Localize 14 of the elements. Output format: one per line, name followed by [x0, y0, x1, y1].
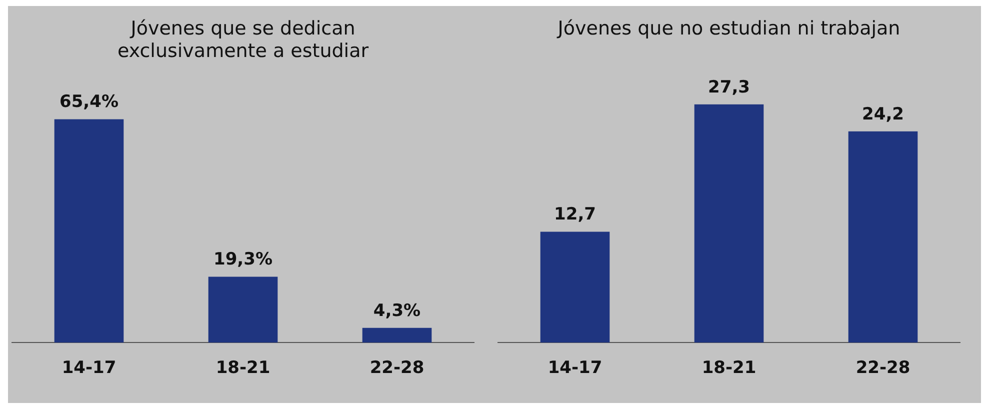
data-label: 24,2: [862, 104, 904, 124]
x-tick-label: 14-17: [548, 358, 602, 378]
x-tick-label: 14-17: [62, 358, 116, 378]
data-label: 27,3: [708, 77, 750, 98]
x-tick-label: 22-28: [856, 358, 910, 378]
chart-title: Jóvenes que se dedican exclusivamente a estudiar: [117, 17, 369, 62]
data-label: 65,4%: [60, 92, 118, 112]
chart-title: Jóvenes que no estudian ni trabajan: [556, 17, 900, 40]
x-tick-label: 18-21: [702, 358, 756, 378]
x-tick-label: 18-21: [216, 358, 270, 378]
data-label: 19,3%: [214, 250, 272, 270]
data-label: 12,7: [554, 204, 596, 225]
data-label: 4,3%: [373, 300, 421, 321]
x-tick-label: 22-28: [370, 358, 424, 378]
